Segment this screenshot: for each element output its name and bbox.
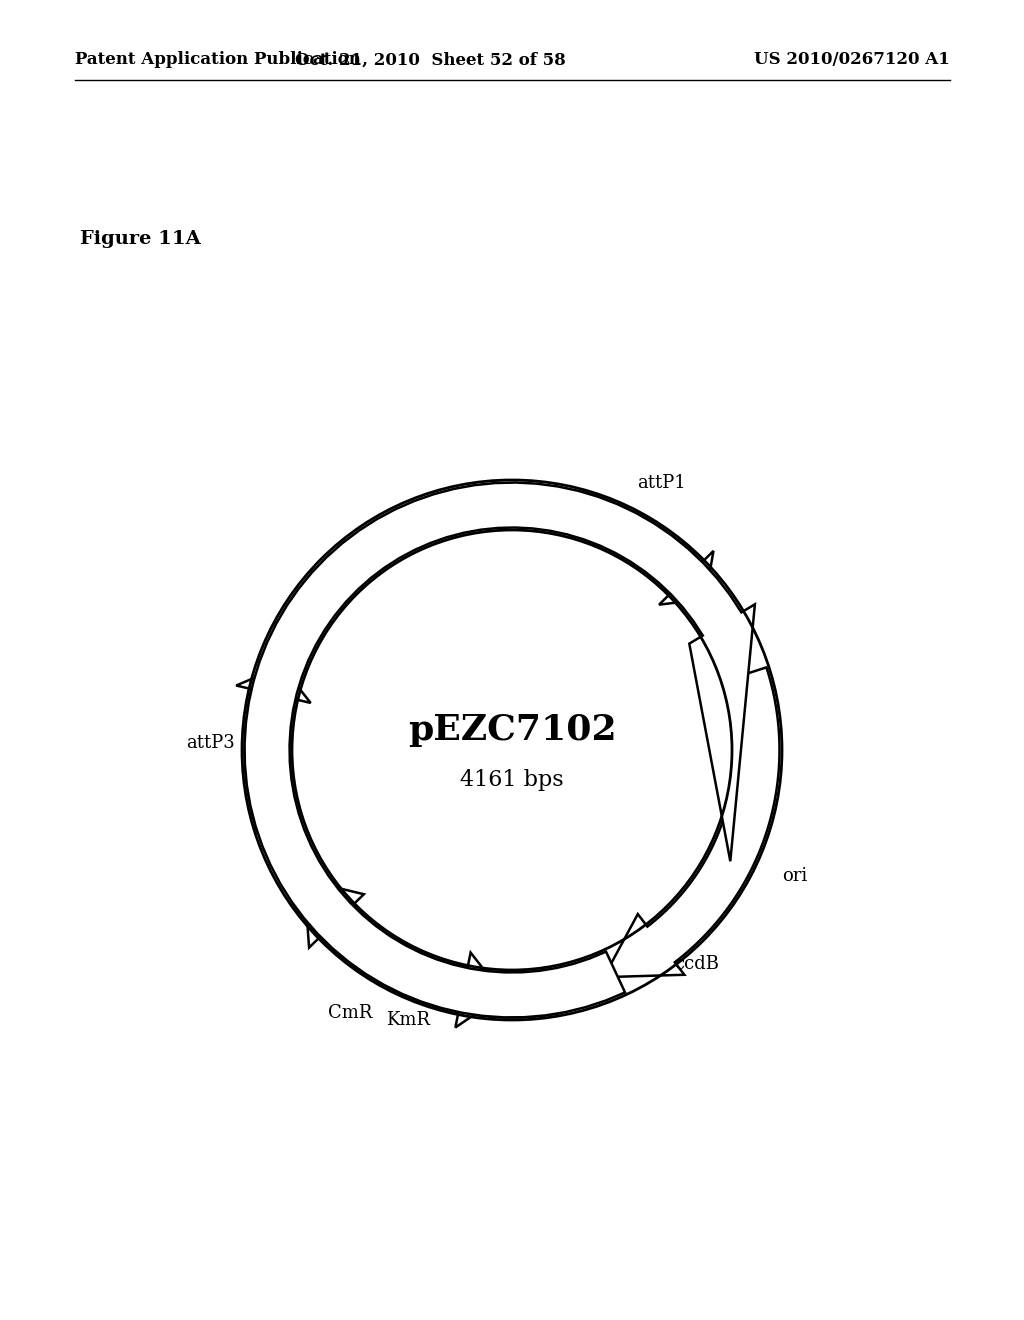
Text: CmR: CmR — [328, 1005, 372, 1022]
Text: KmR: KmR — [386, 1011, 430, 1030]
Polygon shape — [242, 480, 782, 1020]
Polygon shape — [304, 880, 558, 1018]
Text: Oct. 21, 2010  Sheet 52 of 58: Oct. 21, 2010 Sheet 52 of 58 — [295, 51, 565, 69]
Polygon shape — [245, 483, 755, 1018]
Text: Patent Application Publication: Patent Application Publication — [75, 51, 360, 69]
Polygon shape — [604, 668, 779, 977]
Text: ccdB: ccdB — [674, 956, 719, 973]
Text: ori: ori — [782, 867, 807, 884]
Text: Figure 11A: Figure 11A — [80, 230, 201, 248]
Polygon shape — [569, 491, 714, 605]
Text: US 2010/0267120 A1: US 2010/0267120 A1 — [755, 51, 950, 69]
Text: 4161 bps: 4161 bps — [460, 770, 564, 791]
Polygon shape — [293, 878, 504, 1027]
Polygon shape — [237, 667, 310, 833]
Text: attP1: attP1 — [637, 474, 685, 492]
Text: attP3: attP3 — [186, 734, 234, 752]
Text: pEZC7102: pEZC7102 — [408, 713, 616, 747]
